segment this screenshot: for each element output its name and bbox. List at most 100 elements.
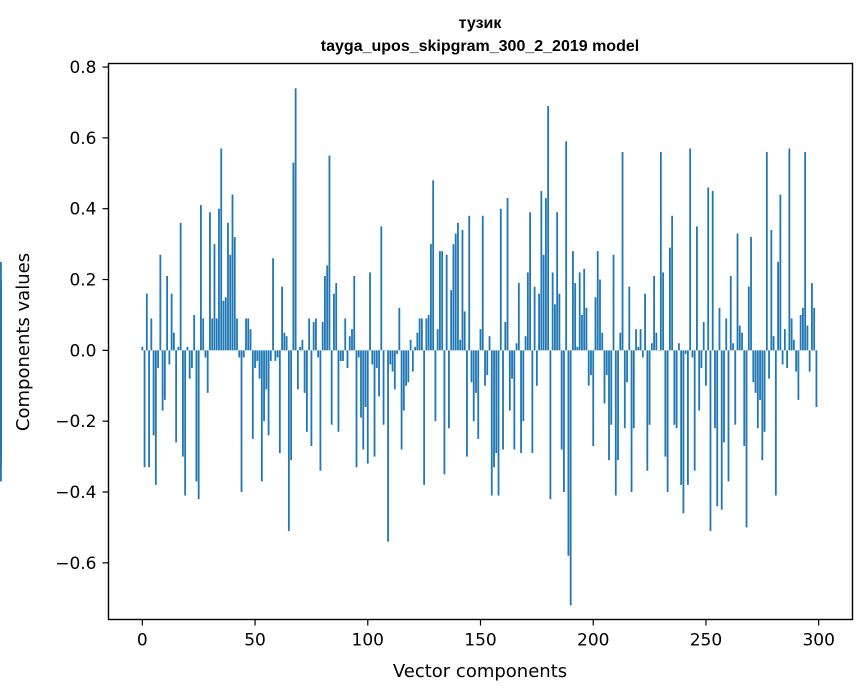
bar-84 [330, 350, 333, 425]
bar-56 [267, 350, 270, 436]
bar-158 [497, 350, 500, 496]
bar-298 [813, 307, 816, 351]
bar-5 [152, 350, 155, 436]
bar-150 [479, 329, 482, 351]
bar-68 [294, 88, 297, 351]
bar-247 [698, 350, 701, 411]
bar-273 [756, 350, 759, 429]
bar-92 [348, 336, 351, 351]
y-axis-label: Components values [13, 253, 34, 431]
bar-193 [576, 346, 579, 351]
chart-title: тузик [459, 15, 503, 32]
bar-111 [391, 350, 394, 372]
bar-69 [296, 350, 299, 390]
bar-139 [454, 233, 457, 351]
bar-29 [206, 350, 209, 393]
bar-127 [427, 314, 430, 351]
bar-47 [247, 318, 250, 351]
bar-292 [799, 314, 802, 351]
bar-256 [718, 307, 721, 351]
y-tick-label: −0.6 [55, 554, 96, 574]
bar-184 [556, 212, 559, 351]
bar-217 [630, 350, 633, 493]
bar-248 [700, 350, 703, 369]
bar-17 [179, 222, 182, 351]
bar-146 [470, 350, 473, 383]
y-tick-label: 0.4 [69, 200, 96, 220]
bar-268 [745, 350, 748, 528]
bar-60 [276, 350, 279, 358]
bar-102 [371, 350, 374, 365]
bar-98 [362, 350, 365, 450]
bar-137 [450, 290, 453, 351]
bar-250 [705, 350, 707, 386]
bar-155 [490, 350, 493, 496]
bar-227 [653, 275, 655, 351]
bar-90 [344, 318, 347, 351]
y-tick-label: 0.0 [69, 341, 96, 361]
bar-122 [416, 332, 419, 351]
bar-57 [269, 350, 272, 361]
bar-12 [168, 350, 171, 365]
bar-97 [360, 350, 362, 418]
bar-71 [301, 339, 304, 351]
bar-180 [547, 106, 550, 351]
bar-236 [673, 350, 676, 425]
bar-156 [493, 350, 495, 468]
bar-220 [637, 346, 640, 351]
bar-145 [468, 215, 471, 351]
bar-160 [502, 350, 504, 450]
bar-125 [423, 350, 426, 485]
bar-244 [691, 350, 694, 358]
bar-25 [197, 350, 200, 500]
bar-198 [587, 350, 590, 386]
bar-190 [569, 350, 572, 606]
x-tick-label: 250 [690, 631, 722, 651]
bar-241 [684, 350, 687, 354]
bar-235 [671, 215, 674, 351]
bar-274 [759, 350, 761, 400]
bar-211 [617, 350, 619, 461]
bar-177 [540, 190, 543, 351]
bar-179 [544, 198, 547, 351]
bar-222 [641, 350, 644, 358]
bar-42 [236, 318, 238, 351]
bar-154 [488, 336, 491, 351]
x-tick-label: 0 [137, 631, 148, 651]
bar-28 [204, 350, 207, 358]
bar-251 [707, 187, 710, 351]
bar-199 [590, 350, 592, 376]
bar-284 [781, 350, 784, 365]
bar-182 [551, 272, 554, 351]
bar-166 [515, 343, 518, 351]
bar-230 [659, 152, 662, 351]
bar-162 [506, 198, 509, 351]
bar-132 [439, 251, 441, 351]
bar-280 [772, 336, 775, 351]
bar-283 [779, 194, 782, 351]
bar-115 [400, 350, 403, 450]
bar-58 [272, 258, 274, 351]
bar-213 [621, 152, 624, 351]
bar-197 [585, 307, 588, 351]
bar-24 [195, 350, 198, 482]
bar-55 [265, 350, 268, 390]
bar-258 [723, 350, 725, 443]
bar-8 [159, 254, 162, 351]
bar-163 [508, 350, 511, 411]
bar-77 [315, 318, 317, 351]
bar-149 [477, 350, 480, 439]
bar-100 [366, 350, 369, 464]
bar-64 [285, 336, 288, 351]
bar-70 [299, 346, 302, 351]
bar-96 [357, 350, 360, 358]
bar-148 [475, 350, 477, 393]
bar-151 [481, 215, 484, 351]
bar-41 [233, 237, 236, 351]
bar-270 [750, 237, 752, 351]
bar-228 [655, 332, 658, 351]
bar-191 [572, 251, 574, 351]
y-tick-label: −0.4 [55, 483, 96, 503]
bar-16 [177, 346, 180, 351]
bar-174 [533, 286, 536, 351]
